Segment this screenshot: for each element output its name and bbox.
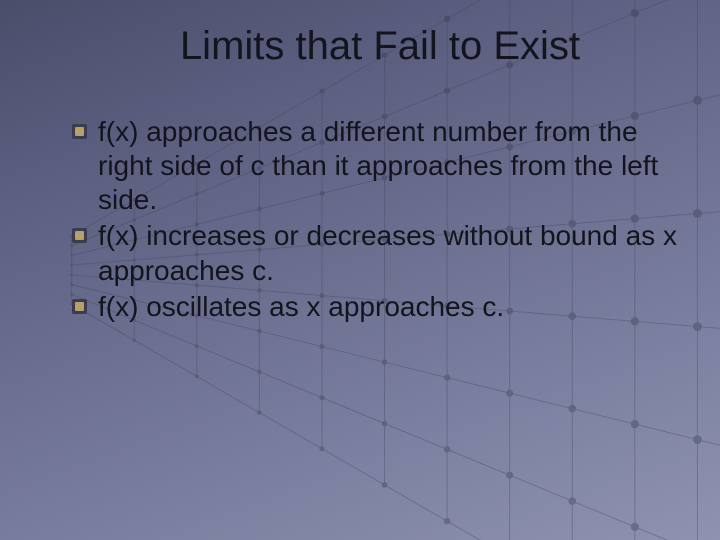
bullet-icon <box>72 299 87 314</box>
slide-content: Limits that Fail to Exist f(x) approache… <box>0 0 720 324</box>
bullet-item: f(x) approaches a different number from … <box>72 115 682 217</box>
bullet-icon <box>72 228 87 243</box>
bullet-text: f(x) approaches a different number from … <box>98 115 682 217</box>
bullet-icon <box>72 124 87 139</box>
bullet-text: f(x) oscillates as x approaches c. <box>98 290 682 324</box>
bullet-list: f(x) approaches a different number from … <box>38 115 682 324</box>
bullet-item: f(x) increases or decreases without boun… <box>72 219 682 287</box>
bullet-text: f(x) increases or decreases without boun… <box>98 219 682 287</box>
slide-title: Limits that Fail to Exist <box>38 24 682 69</box>
bullet-item: f(x) oscillates as x approaches c. <box>72 290 682 324</box>
